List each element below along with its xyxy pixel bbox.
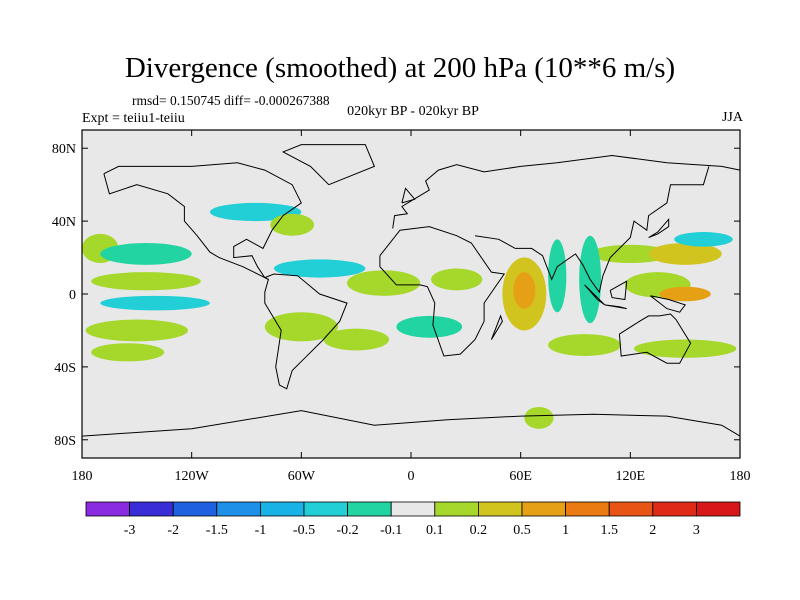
field-region bbox=[85, 319, 189, 342]
colorbar-swatch bbox=[696, 501, 741, 517]
colorbar-label: 3 bbox=[693, 523, 700, 538]
field-region bbox=[513, 272, 536, 309]
x-tick-label: 120W bbox=[175, 469, 210, 484]
coastline bbox=[618, 313, 692, 364]
chart-title: Divergence (smoothed) at 200 hPa (10**6 … bbox=[124, 52, 676, 84]
colorbar-label: 2 bbox=[649, 523, 656, 538]
colorbar-swatch bbox=[477, 501, 523, 517]
x-tick-label: 120E bbox=[616, 469, 646, 484]
colorbar-label: 0.2 bbox=[470, 523, 488, 538]
colorbar-swatch bbox=[390, 501, 436, 517]
left-subtitle: Expt = teiiu1-teiiu bbox=[82, 111, 185, 126]
colorbar-swatch bbox=[259, 501, 305, 517]
colorbar-swatch bbox=[565, 501, 610, 517]
coastline bbox=[81, 410, 741, 437]
colorbar-swatch bbox=[347, 501, 392, 517]
coastline bbox=[281, 144, 376, 186]
field-region bbox=[347, 270, 421, 296]
colorbar-swatch bbox=[608, 501, 654, 517]
coastline bbox=[379, 226, 506, 357]
plot-background bbox=[82, 130, 740, 458]
y-tick-label: 0 bbox=[69, 288, 76, 303]
colorbar-label: 0.5 bbox=[513, 523, 531, 538]
coastline bbox=[474, 166, 710, 294]
field-region bbox=[91, 343, 165, 362]
field-region bbox=[100, 242, 192, 265]
x-tick-label: 180 bbox=[72, 469, 93, 484]
colorbar-label: 1 bbox=[562, 523, 569, 538]
colorbar-swatch bbox=[434, 501, 479, 517]
stats-line: rmsd= 0.150745 diff= -0.000267388 bbox=[132, 93, 330, 108]
colorbar-swatch bbox=[303, 501, 348, 517]
coastline bbox=[264, 273, 348, 390]
field-region bbox=[659, 286, 711, 302]
colorbar-swatch bbox=[172, 501, 218, 517]
coastline bbox=[650, 295, 687, 313]
y-tick-label: 80N bbox=[52, 142, 76, 157]
colorbar-swatch bbox=[216, 501, 261, 517]
x-tick-label: 60E bbox=[509, 469, 532, 484]
colorbar-swatch bbox=[521, 501, 566, 517]
colorbar-swatch bbox=[85, 501, 130, 517]
coastline bbox=[392, 154, 741, 229]
field-region bbox=[524, 406, 554, 429]
colorbar-label: -3 bbox=[124, 523, 136, 538]
x-tick-label: 180 bbox=[730, 469, 751, 484]
coastline bbox=[609, 280, 628, 301]
colorbar-label: -2 bbox=[167, 523, 179, 538]
coastline bbox=[401, 187, 416, 204]
field-region bbox=[648, 242, 722, 265]
x-tick-label: 0 bbox=[408, 469, 415, 484]
field-region bbox=[91, 272, 201, 291]
colorbar-label: 0.1 bbox=[426, 523, 444, 538]
field-region bbox=[323, 328, 390, 351]
coastline bbox=[604, 304, 627, 310]
field-region bbox=[633, 339, 737, 358]
y-tick-label: 40N bbox=[52, 215, 76, 230]
colorbar-label: -0.1 bbox=[380, 523, 402, 538]
field-region bbox=[396, 315, 463, 338]
colorbar-label: -1.5 bbox=[206, 523, 228, 538]
coastline bbox=[103, 162, 302, 280]
right-subtitle: JJA bbox=[721, 110, 743, 125]
colorbar-label: -1 bbox=[255, 523, 267, 538]
field-region bbox=[548, 334, 622, 356]
field-region bbox=[264, 312, 338, 342]
colorbar-swatch bbox=[652, 501, 697, 517]
center-subtitle: 020kyr BP - 020kyr BP bbox=[347, 104, 479, 119]
coastline bbox=[648, 217, 670, 238]
field-region bbox=[100, 295, 210, 311]
colorbar-label: -0.5 bbox=[293, 523, 315, 538]
field-region bbox=[431, 268, 483, 291]
colorbar-swatch bbox=[129, 501, 174, 517]
colorbar-label: -0.2 bbox=[337, 523, 359, 538]
field-region bbox=[273, 259, 366, 278]
y-tick-label: 80S bbox=[54, 434, 76, 449]
y-tick-label: 40S bbox=[54, 361, 76, 376]
colorbar-label: 1.5 bbox=[600, 523, 618, 538]
x-tick-label: 60W bbox=[288, 469, 316, 484]
coastline bbox=[584, 284, 606, 306]
coastline bbox=[490, 314, 503, 340]
field-region bbox=[674, 232, 733, 247]
field-region bbox=[270, 213, 315, 236]
field-region bbox=[548, 239, 567, 313]
